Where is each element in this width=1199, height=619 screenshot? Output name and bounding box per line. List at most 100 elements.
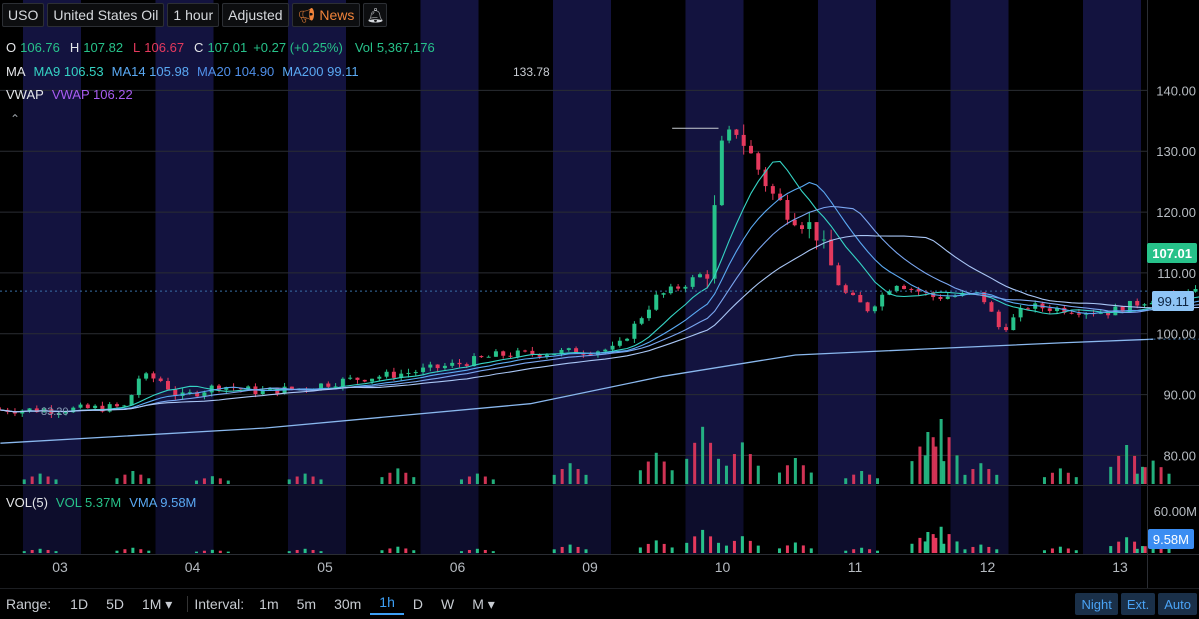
price-pane-volume-bar (724, 465, 728, 484)
candle-body (902, 285, 907, 289)
candle-body (792, 219, 797, 226)
candle-body (100, 405, 105, 412)
interval-1m-button[interactable]: 1m (259, 596, 279, 612)
price-pane-volume-bar (979, 463, 983, 484)
interval-5m-button[interactable]: 5m (296, 596, 317, 612)
volume-bar (685, 542, 689, 553)
volume-bar (1167, 548, 1171, 553)
volume-bar (844, 550, 848, 553)
candle-body (486, 356, 491, 358)
price-pane-volume-bar (131, 471, 135, 484)
high-label: H (69, 40, 80, 55)
interval-30m-button[interactable]: 30m (334, 596, 362, 612)
session-toggles: Night Ext. Auto (1072, 593, 1197, 615)
candle-body (843, 285, 848, 293)
candle-body (413, 372, 418, 374)
vwap-value: VWAP 106.22 (51, 87, 133, 102)
session-band (288, 0, 346, 485)
candle-body (1018, 308, 1023, 318)
candle-body (187, 392, 192, 394)
symbol-name-chip[interactable]: United States Oil (47, 3, 165, 27)
price-pane-volume-bar (926, 432, 930, 484)
volume-bar (1135, 548, 1139, 553)
volume-bar (947, 534, 951, 553)
price-pane-volume-bar (844, 478, 848, 484)
interval-m-button[interactable]: M ▾ (472, 595, 495, 612)
candle-body (1047, 308, 1052, 311)
price-pane-volume-bar (1074, 477, 1078, 484)
price-pane-volume-bar (202, 478, 206, 484)
volume-bar (311, 549, 315, 553)
candle-body (238, 388, 243, 390)
price-pane-volume-bar (22, 479, 26, 484)
candle-body (129, 395, 134, 406)
volume-bar (287, 551, 291, 553)
interval-1h-button[interactable]: 1h (370, 594, 404, 615)
x-tick-label: 05 (317, 559, 333, 575)
auto-toggle[interactable]: Auto (1158, 593, 1197, 615)
candle-body (136, 378, 141, 396)
symbol-chip[interactable]: USO (2, 3, 45, 27)
volume-bar (552, 549, 556, 553)
price-pane-volume-bar (218, 478, 222, 484)
collapse-chevron-icon[interactable]: ⌃ (10, 112, 21, 126)
session-band (23, 0, 81, 485)
price-pane-volume-bar (30, 476, 34, 484)
volume-bar (1109, 546, 1113, 553)
candle-body (355, 377, 360, 380)
candle-body (865, 302, 870, 312)
volume-bar (793, 542, 797, 553)
x-tick-label: 04 (185, 559, 201, 575)
interval-w-button[interactable]: W (441, 596, 455, 612)
x-tick-label: 09 (582, 559, 598, 575)
range-1m-button[interactable]: 1M ▾ (141, 595, 173, 612)
ma200-line (0, 338, 1154, 444)
night-toggle[interactable]: Night (1075, 593, 1118, 615)
y-tick-label: 90.00 (1163, 388, 1196, 403)
alert-bell-button[interactable]: 🔔︎ (363, 3, 388, 27)
candle-body (712, 205, 717, 279)
close-label: C (194, 40, 204, 55)
vma-volume-tag: 9.58M (1147, 529, 1194, 549)
volume-bar (654, 540, 658, 553)
candle-body (851, 292, 856, 295)
volume-bar (194, 551, 198, 553)
candle-body (93, 405, 98, 409)
volume-bar (987, 546, 991, 553)
candle-body (428, 364, 433, 368)
volume-bar (46, 549, 50, 553)
candle-body (894, 285, 899, 292)
range-1d-button[interactable]: 1D (70, 596, 89, 612)
candle-body (114, 404, 119, 407)
vol-indicator-label[interactable]: VOL(5) (6, 495, 48, 510)
y-tick-label: 140.00 (1156, 83, 1196, 98)
volume-value: 5,367,176 (376, 40, 435, 55)
candle-body (887, 291, 892, 295)
interval-chip[interactable]: 1 hour (167, 3, 220, 27)
volume-bar (54, 551, 58, 553)
ext-toggle[interactable]: Ext. (1120, 593, 1156, 615)
interval-d-button[interactable]: D (412, 596, 423, 612)
candle-body (1106, 312, 1111, 316)
ma-label[interactable]: MA (6, 64, 26, 79)
price-pane-volume-bar (210, 476, 214, 484)
volume-bar (38, 548, 42, 553)
candle-body (63, 412, 68, 414)
session-band (420, 0, 479, 485)
candle-body (56, 413, 61, 415)
candle-body (479, 356, 484, 358)
candle-body (756, 153, 761, 170)
range-5d-button[interactable]: 5D (106, 596, 124, 612)
candle-body (748, 145, 753, 154)
candle-body (610, 345, 615, 350)
volume-bar (560, 546, 564, 553)
adjusted-chip[interactable]: Adjusted (222, 3, 289, 27)
price-pane-volume-bar (568, 463, 572, 484)
news-chip[interactable]: 📢︎ News (291, 3, 361, 27)
candle-body (224, 387, 229, 390)
price-pane-volume-bar (412, 477, 416, 484)
candle-body (872, 306, 877, 312)
candle-body (676, 286, 681, 289)
vwap-label[interactable]: VWAP (6, 87, 44, 102)
